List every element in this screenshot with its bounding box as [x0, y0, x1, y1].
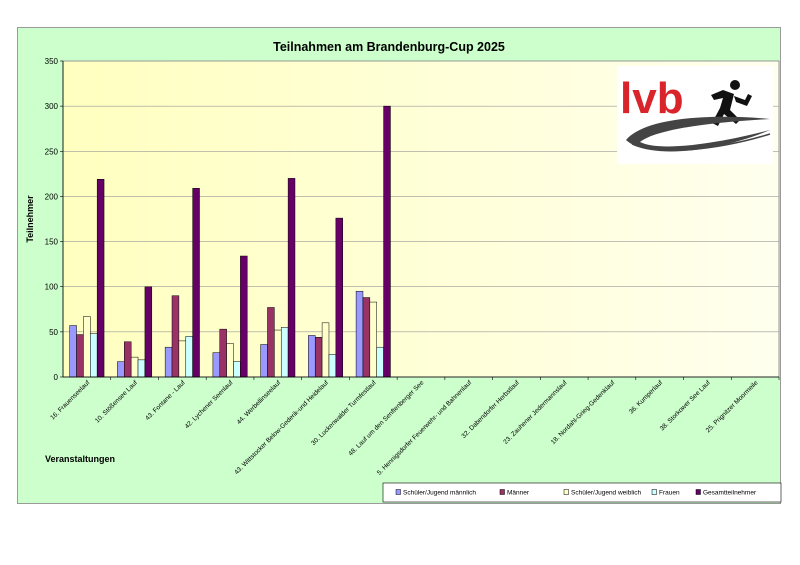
lvb-logo: lvb [617, 66, 773, 164]
category-label: 10. Stößensee Lauf [94, 379, 139, 424]
bar [164, 346, 173, 378]
bar [328, 354, 337, 378]
bar [233, 361, 241, 378]
bar [287, 178, 296, 378]
bar [171, 295, 180, 378]
bar [267, 307, 275, 378]
bar [124, 341, 132, 378]
y-tick-label: 350 [45, 57, 59, 66]
category-label: 43. Wittstocker Below-Gederik-und Heidel… [233, 379, 330, 476]
category-label: 25. Prignitzer Moormeile [705, 379, 760, 434]
category-label: 43. Fontane - Lauf [144, 379, 187, 422]
chart: Teilnahmen am Brandenburg-Cup 2025 0 50 10… [25, 40, 782, 503]
bar [83, 316, 91, 378]
bar [90, 333, 98, 378]
bar [308, 335, 316, 378]
y-tick-label: 300 [45, 102, 59, 111]
y-tick-label: 0 [54, 373, 59, 382]
bar [219, 328, 227, 378]
legend-swatch [499, 489, 505, 495]
bar [178, 340, 187, 378]
legend-swatch [651, 489, 657, 495]
logo-text: lvb [620, 74, 684, 123]
bar [117, 361, 125, 378]
bar [76, 334, 84, 378]
category-label: 42. Lychener Seenlauf [184, 379, 235, 430]
y-axis-title: Teilnehmer [25, 195, 35, 243]
bar [96, 179, 105, 378]
bar [376, 346, 384, 378]
legend-label: Frauen [659, 490, 680, 497]
bar [369, 301, 377, 378]
category-label: 5. Hennigsdorfer Feuerwehr- und Bahnenla… [376, 379, 473, 476]
bar [335, 217, 343, 378]
bar [362, 297, 371, 378]
bar [274, 329, 282, 378]
bar [185, 336, 193, 378]
legend-label: Gesamtteilnehmer [703, 490, 757, 497]
bar [137, 359, 146, 378]
bar [321, 322, 330, 378]
legend [382, 482, 782, 503]
legend-label: Schüler/Jugend männlich [403, 490, 476, 497]
y-tick-label: 50 [49, 328, 58, 337]
bar [226, 343, 234, 378]
category-label: 44. Werbellinseelauf [236, 379, 283, 426]
legend-swatch [695, 489, 701, 495]
bar [280, 327, 289, 378]
chart-title: Teilnahmen am Brandenburg-Cup 2025 [273, 40, 505, 54]
category-label: 38. Storkower See Lauf [659, 379, 712, 432]
category-label: 48. Lauf um den Senftenberger See [347, 379, 425, 457]
bar [130, 356, 139, 378]
y-tick-label: 150 [45, 238, 59, 247]
legend-label: Männer [507, 490, 530, 497]
x-axis-title: Veranstaltungen [45, 454, 115, 464]
bar [144, 286, 153, 378]
bar [355, 290, 364, 378]
y-tick-label: 100 [45, 283, 59, 292]
bar [260, 344, 268, 378]
legend-label: Schüler/Jugend weiblich [571, 490, 641, 497]
bar [69, 325, 77, 378]
bar [192, 188, 200, 378]
bar [240, 255, 248, 378]
legend-swatch [395, 489, 401, 495]
category-label: 16. Frauenseelauf [49, 379, 91, 421]
category-label: 36. Kumperlauf [628, 379, 664, 415]
chart-frame: Teilnahmen am Brandenburg-Cup 2025 0 50 10… [17, 27, 782, 504]
y-tick-label: 250 [45, 147, 59, 156]
bar [212, 352, 221, 378]
legend-swatch [563, 489, 569, 495]
bar [383, 105, 391, 378]
y-tick-label: 200 [45, 192, 59, 201]
track-swoosh [626, 116, 770, 152]
bar [314, 337, 323, 378]
